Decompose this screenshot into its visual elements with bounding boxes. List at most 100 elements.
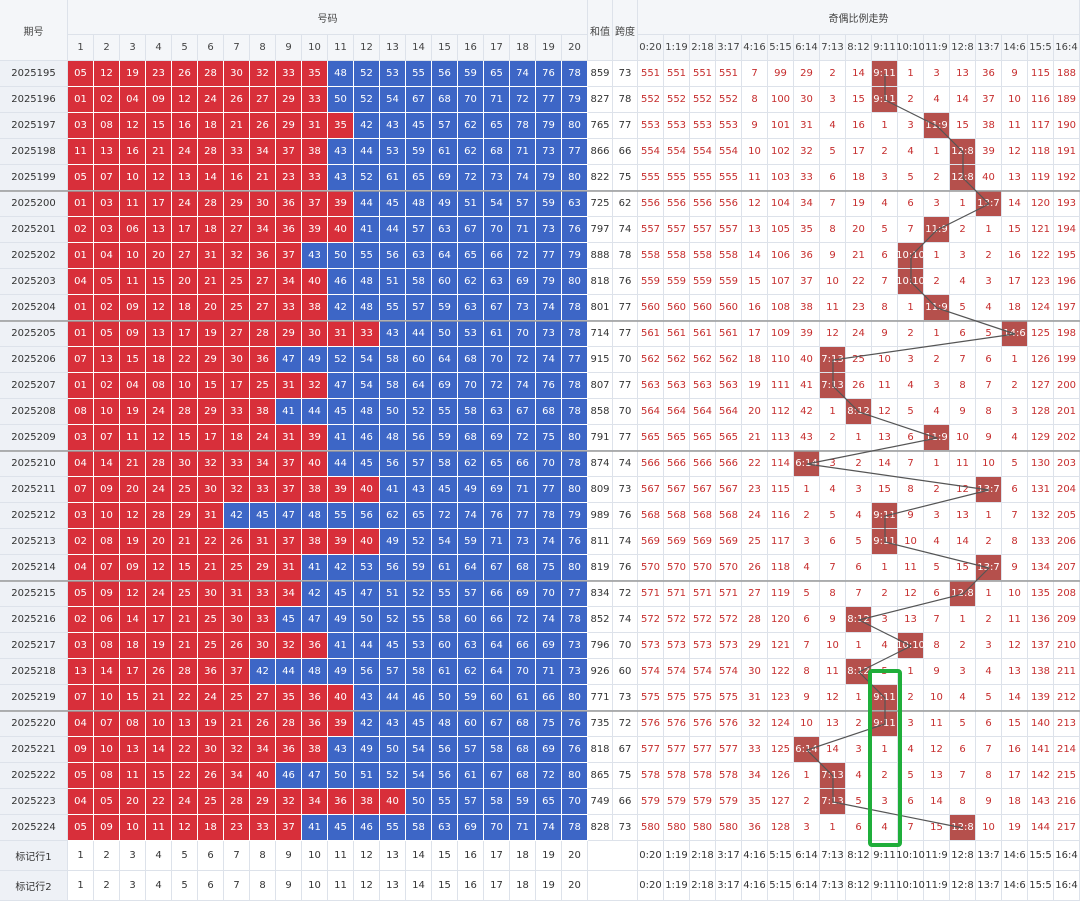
miss-count: 572 (638, 607, 664, 633)
issue-cell: 2025219 (0, 685, 68, 711)
number-ball: 54 (406, 737, 432, 763)
miss-count: 575 (690, 685, 716, 711)
number-ball: 57 (406, 451, 432, 477)
miss-count: 18 (1002, 789, 1028, 815)
number-ball: 28 (198, 139, 224, 165)
miss-count: 11 (872, 373, 898, 399)
miss-count: 1 (872, 737, 898, 763)
miss-count: 1 (924, 139, 950, 165)
number-ball: 13 (94, 139, 120, 165)
miss-count: 571 (690, 581, 716, 607)
miss-count: 26 (742, 555, 768, 581)
number-ball: 56 (406, 425, 432, 451)
miss-count: 1 (846, 425, 872, 451)
number-ball: 02 (94, 373, 120, 399)
number-ball: 55 (380, 295, 406, 321)
miss-count: 561 (638, 321, 664, 347)
miss-count: 210 (1054, 633, 1080, 659)
span-cell: 72 (613, 581, 638, 607)
issue-cell: 2025199 (0, 165, 68, 191)
ratio-hit: 13:7 (976, 555, 1002, 581)
number-ball: 68 (536, 399, 562, 425)
number-ball: 37 (302, 191, 328, 217)
number-ball: 29 (198, 347, 224, 373)
number-ball: 28 (276, 711, 302, 737)
number-ball: 16 (224, 165, 250, 191)
number-ball: 02 (94, 87, 120, 113)
miss-count: 556 (690, 191, 716, 217)
sum-cell: 791 (588, 425, 613, 451)
number-ball: 24 (172, 191, 198, 217)
column-header: 8:12 (846, 35, 872, 61)
miss-count: 8 (950, 373, 976, 399)
number-ball: 01 (68, 295, 94, 321)
column-header: 15 (432, 35, 458, 61)
number-ball: 26 (224, 633, 250, 659)
miss-count: 36 (976, 61, 1002, 87)
miss-count: 200 (1054, 373, 1080, 399)
number-ball: 30 (224, 61, 250, 87)
number-ball: 50 (328, 87, 354, 113)
number-ball: 44 (354, 191, 380, 217)
number-ball: 67 (406, 87, 432, 113)
miss-count: 566 (716, 451, 742, 477)
miss-count: 6 (872, 243, 898, 269)
miss-count: 11 (820, 659, 846, 685)
miss-count: 7 (950, 347, 976, 373)
footer-number: 17 (484, 841, 510, 871)
footer-number: 19 (536, 871, 562, 901)
number-ball: 09 (94, 815, 120, 841)
number-ball: 80 (562, 477, 588, 503)
miss-count: 7 (950, 763, 976, 789)
footer-number: 7 (224, 871, 250, 901)
miss-count: 557 (638, 217, 664, 243)
number-ball: 60 (406, 347, 432, 373)
ratio-hit: 8:12 (846, 659, 872, 685)
number-ball: 49 (380, 529, 406, 555)
miss-count: 202 (1054, 425, 1080, 451)
miss-count: 34 (742, 763, 768, 789)
number-ball: 36 (302, 711, 328, 737)
miss-count: 127 (1028, 373, 1054, 399)
number-ball: 33 (250, 815, 276, 841)
miss-count: 578 (690, 763, 716, 789)
miss-count: 12 (898, 581, 924, 607)
number-ball: 21 (172, 529, 198, 555)
number-ball: 63 (562, 191, 588, 217)
miss-count: 8 (1002, 529, 1028, 555)
miss-count: 567 (690, 477, 716, 503)
number-ball: 03 (68, 113, 94, 139)
footer-ratio: 10:10 (896, 871, 925, 901)
number-ball: 63 (432, 815, 458, 841)
number-ball: 67 (484, 763, 510, 789)
number-ball: 37 (276, 529, 302, 555)
number-ball: 01 (68, 191, 94, 217)
miss-count: 16 (742, 295, 768, 321)
miss-count: 16 (1002, 243, 1028, 269)
number-ball: 78 (562, 295, 588, 321)
miss-count: 37 (794, 269, 820, 295)
miss-count: 553 (690, 113, 716, 139)
number-ball: 17 (172, 217, 198, 243)
miss-count: 3 (872, 789, 898, 815)
miss-count: 1 (846, 685, 872, 711)
miss-count: 560 (638, 295, 664, 321)
miss-count: 207 (1054, 555, 1080, 581)
ratio-hit: 13:7 (976, 477, 1002, 503)
miss-count: 553 (638, 113, 664, 139)
number-ball: 65 (406, 503, 432, 529)
miss-count: 2 (898, 87, 924, 113)
number-ball: 34 (250, 217, 276, 243)
number-ball: 78 (562, 451, 588, 477)
miss-count: 5 (976, 321, 1002, 347)
miss-count: 15 (950, 113, 976, 139)
miss-count: 4 (976, 659, 1002, 685)
column-header: 3:17 (716, 35, 742, 61)
number-ball: 42 (250, 659, 276, 685)
ratio-hit: 9:11 (872, 711, 898, 737)
miss-count: 130 (1028, 451, 1054, 477)
miss-count: 5 (924, 555, 950, 581)
miss-count: 29 (742, 633, 768, 659)
footer-number: 10 (302, 841, 328, 871)
miss-count: 122 (768, 659, 794, 685)
